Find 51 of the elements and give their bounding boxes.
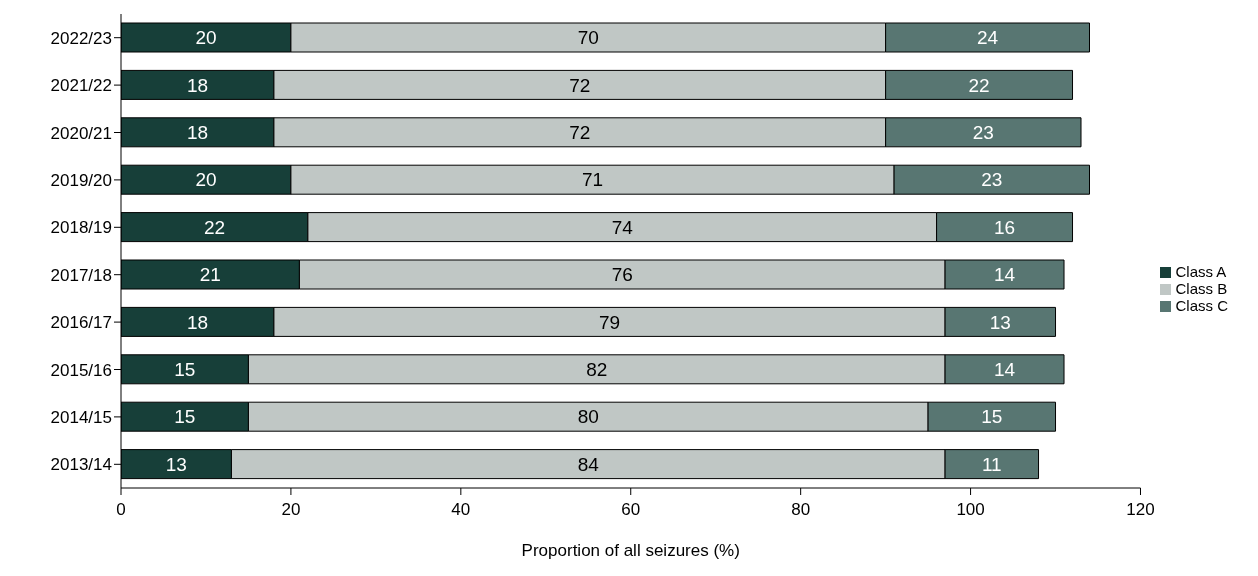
x-axis-title: Proportion of all seizures (%) [521, 541, 740, 560]
legend-label: Class A [1175, 262, 1227, 280]
data-label: 82 [586, 359, 608, 381]
y-tick-label: 2015/16 [50, 360, 112, 380]
data-label: 21 [199, 264, 221, 286]
data-label: 84 [577, 453, 600, 475]
data-label: 13 [989, 311, 1011, 333]
x-tick-label: 100 [956, 500, 985, 520]
y-tick-label: 2017/18 [50, 265, 112, 285]
data-label: 18 [186, 311, 209, 333]
data-label: 14 [993, 359, 1016, 381]
y-tick-label: 2016/17 [50, 313, 112, 333]
data-label: 22 [968, 74, 990, 96]
x-tick-label: 60 [621, 500, 641, 520]
data-label: 23 [981, 169, 1003, 191]
data-label: 74 [611, 216, 634, 238]
x-tick-label: 40 [451, 500, 471, 520]
data-label: 72 [569, 74, 591, 96]
x-tick-label: 120 [1126, 500, 1155, 520]
data-label: 15 [174, 359, 196, 381]
data-label: 20 [195, 27, 217, 49]
data-label: 24 [976, 27, 999, 49]
data-label: 23 [972, 122, 994, 144]
legend-label: Class B [1175, 279, 1228, 297]
data-label: 11 [981, 453, 1002, 475]
data-label: 71 [581, 169, 604, 191]
y-tick-label: 2018/19 [50, 218, 112, 238]
data-label: 72 [569, 122, 591, 144]
data-label: 16 [993, 216, 1016, 238]
data-label: 15 [174, 406, 196, 428]
data-label: 18 [186, 74, 209, 96]
legend-label: Class C [1175, 296, 1228, 314]
data-label: 76 [611, 264, 633, 286]
data-label: 15 [981, 406, 1003, 428]
y-tick-label: 2019/20 [50, 170, 112, 190]
y-tick-label: 2020/21 [50, 123, 112, 143]
y-tick-label: 2022/23 [50, 28, 112, 48]
data-label: 14 [993, 264, 1016, 286]
data-label: 79 [598, 311, 621, 333]
data-label: 70 [577, 27, 599, 49]
data-label: 18 [186, 122, 209, 144]
y-tick-label: 2013/14 [50, 455, 112, 475]
x-tick-label: 0 [116, 500, 126, 520]
data-label: 13 [165, 453, 187, 475]
x-tick-label: 20 [281, 500, 301, 520]
x-tick-label: 80 [791, 500, 811, 520]
data-label: 20 [195, 169, 217, 191]
data-label: 22 [203, 216, 226, 238]
y-tick-label: 2014/15 [50, 407, 112, 427]
data-label: 80 [577, 406, 599, 428]
y-tick-label: 2021/22 [50, 76, 112, 96]
